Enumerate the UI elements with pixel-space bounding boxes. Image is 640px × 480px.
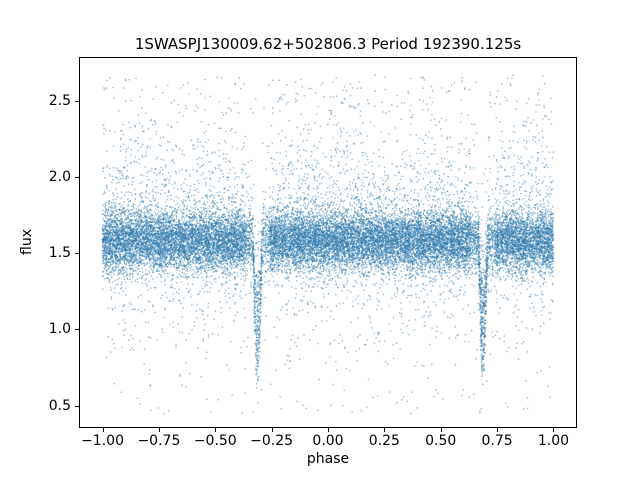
x-tick-mark bbox=[158, 428, 160, 432]
x-tick-mark bbox=[384, 428, 386, 432]
x-tick-label: 0.00 bbox=[312, 433, 344, 449]
y-tick-mark bbox=[75, 405, 79, 407]
x-tick-mark bbox=[102, 428, 104, 432]
y-tick-label: 1.0 bbox=[48, 321, 71, 338]
chart-title: 1SWASPJ130009.62+502806.3 Period 192390.… bbox=[134, 35, 522, 53]
x-tick-label: −0.25 bbox=[250, 433, 294, 449]
x-tick-mark bbox=[215, 428, 217, 432]
x-tick-label: 0.50 bbox=[425, 433, 457, 449]
y-tick-mark bbox=[75, 100, 79, 102]
y-tick-label: 2.0 bbox=[48, 168, 71, 185]
scatter-points-canvas bbox=[80, 58, 576, 427]
x-tick-mark bbox=[440, 428, 442, 432]
x-tick-mark bbox=[497, 428, 499, 432]
y-tick-label: 0.5 bbox=[48, 397, 71, 414]
x-tick-label: −0.75 bbox=[137, 433, 181, 449]
x-tick-label: 0.75 bbox=[481, 433, 513, 449]
x-tick-label: 1.00 bbox=[537, 433, 570, 449]
x-axis-label: phase bbox=[306, 451, 350, 467]
y-tick-mark bbox=[75, 176, 79, 178]
x-tick-mark bbox=[328, 428, 329, 432]
x-tick-label: −1.00 bbox=[81, 433, 124, 449]
y-tick-label: 1.5 bbox=[48, 245, 71, 262]
x-tick-label: −0.50 bbox=[193, 433, 237, 449]
x-tick-label: 0.25 bbox=[368, 433, 400, 449]
y-axis-label: flux bbox=[19, 229, 35, 255]
x-tick-mark bbox=[553, 428, 555, 432]
x-tick-mark bbox=[271, 428, 273, 432]
y-tick-mark bbox=[75, 329, 79, 331]
y-tick-mark bbox=[75, 253, 79, 255]
y-tick-label: 2.5 bbox=[48, 92, 71, 109]
